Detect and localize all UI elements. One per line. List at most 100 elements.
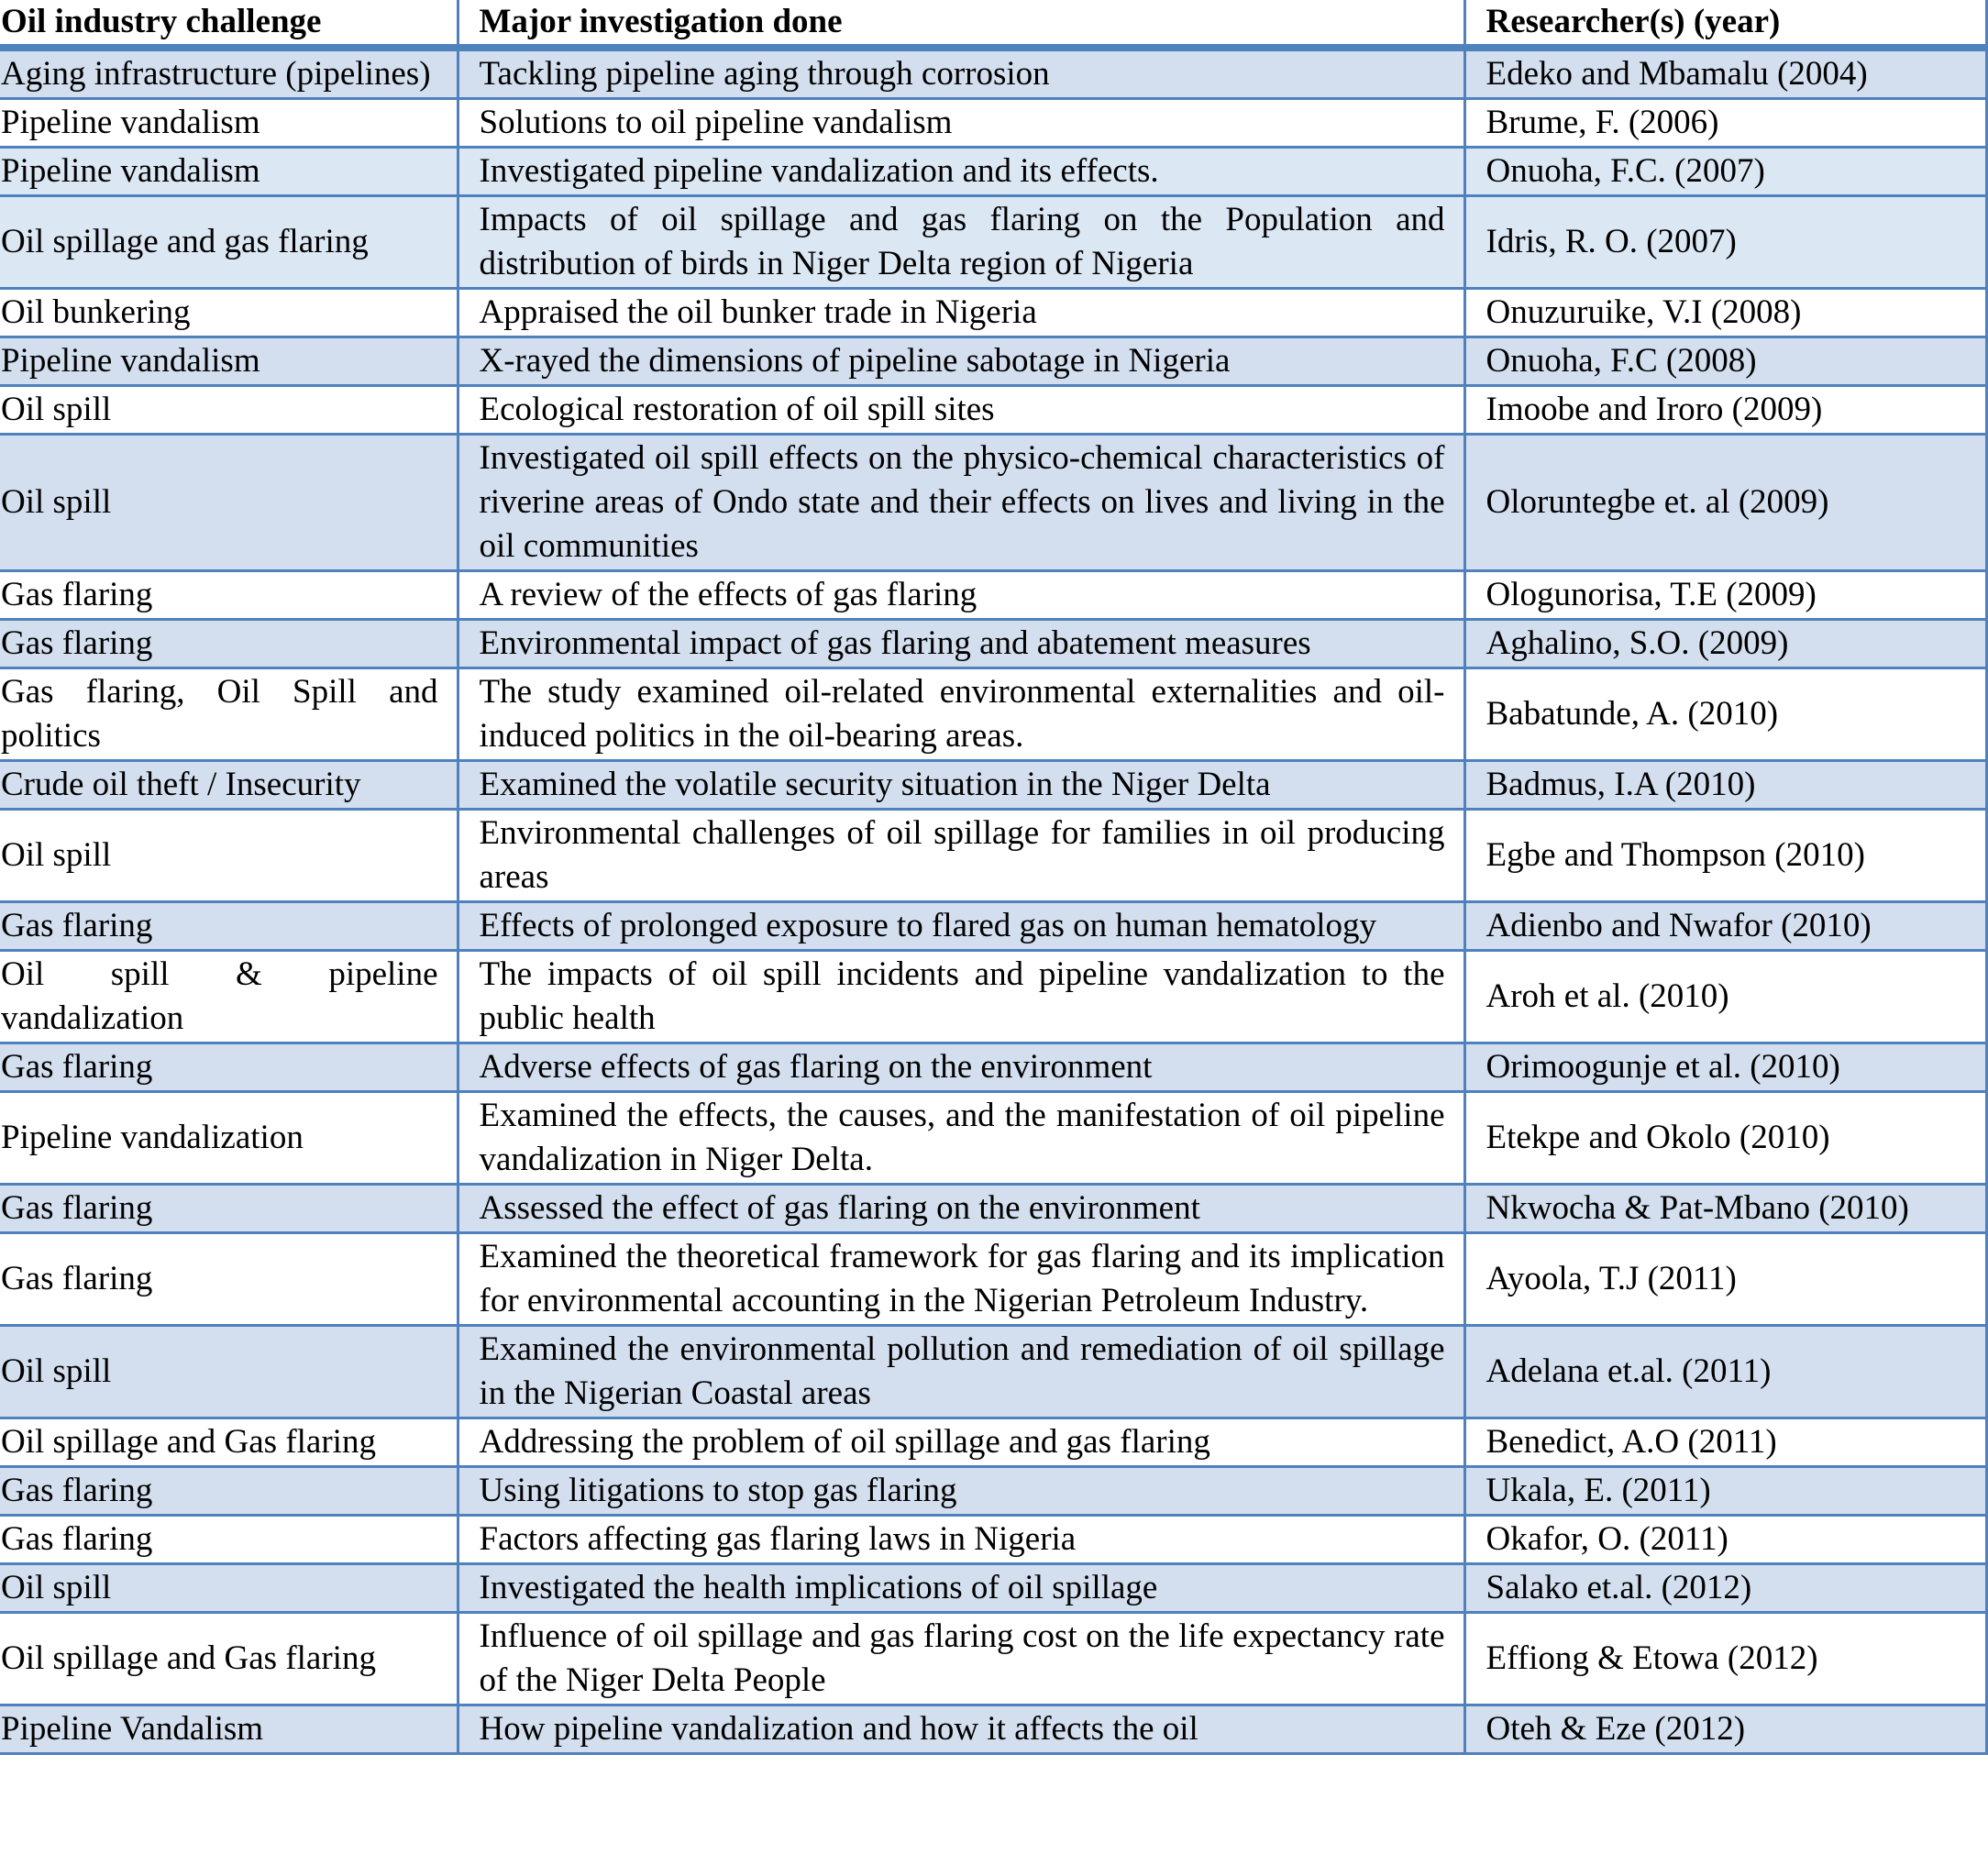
header-challenge: Oil industry challenge (0, 0, 459, 51)
challenge-cell: Gas flaring (0, 1183, 459, 1234)
challenge-cell: Oil spill (0, 808, 459, 903)
research-table: Oil industry challenge Major investigati… (0, 0, 1988, 1755)
researcher-cell: Adienbo and Nwafor (2010) (1463, 900, 1988, 952)
researcher-cell: Salako et.al. (2012) (1463, 1562, 1988, 1614)
table-row: Oil spill & pipeline vandalization The im… (0, 949, 1988, 1044)
researcher-cell: Oteh & Eze (2012) (1463, 1704, 1988, 1755)
table-row: Gas flaring Factors affecting gas flaring… (0, 1514, 1988, 1565)
investigation-cell: Investigated oil spill effects on the ph… (456, 433, 1466, 572)
challenge-cell: Oil spill & pipeline vandalization (0, 949, 459, 1044)
investigation-cell: Environmental impact of gas flaring and … (456, 618, 1466, 669)
challenge-cell: Pipeline vandalism (0, 336, 459, 387)
investigation-cell: The impacts of oil spill incidents and p… (456, 949, 1466, 1044)
challenge-cell: Oil bunkering (0, 287, 459, 338)
researcher-cell: Onuoha, F.C. (2007) (1463, 146, 1988, 197)
researcher-cell: Idris, R. O. (2007) (1463, 194, 1988, 290)
challenge-cell: Gas flaring (0, 618, 459, 669)
investigation-cell: The study examined oil-related environme… (456, 667, 1466, 762)
challenge-cell: Gas flaring (0, 1514, 459, 1565)
researcher-cell: Oloruntegbe et. al (2009) (1463, 433, 1988, 572)
challenge-cell: Gas flaring (0, 900, 459, 952)
table-row: Gas flaring Environmental impact of gas f… (0, 618, 1988, 669)
investigation-cell: Investigated pipeline vandalization and … (456, 146, 1466, 197)
researcher-cell: Edeko and Mbamalu (2004) (1463, 46, 1988, 100)
researcher-cell: Aghalino, S.O. (2009) (1463, 618, 1988, 669)
researcher-cell: Benedict, A.O (2011) (1463, 1417, 1988, 1468)
investigation-cell: Appraised the oil bunker trade in Nigeri… (456, 287, 1466, 338)
researcher-cell: Babatunde, A. (2010) (1463, 667, 1988, 762)
researcher-cell: Ayoola, T.J (2011) (1463, 1231, 1988, 1327)
investigation-cell: Examined the volatile security situation… (456, 759, 1466, 811)
challenge-cell: Oil spill (0, 1324, 459, 1419)
table-row: Gas flaring Assessed the effect of gas fl… (0, 1183, 1988, 1234)
investigation-cell: Factors affecting gas flaring laws in Ni… (456, 1514, 1466, 1565)
investigation-cell: A review of the effects of gas flaring (456, 569, 1466, 621)
challenge-cell: Oil spillage and gas flaring (0, 194, 459, 290)
challenge-cell: Pipeline vandalism (0, 97, 459, 149)
researcher-cell: Okafor, O. (2011) (1463, 1514, 1988, 1565)
table-row: Oil spillage and Gas flaring Addressing t… (0, 1417, 1988, 1468)
table-row: Oil spill Examined the environmental poll… (0, 1324, 1988, 1419)
challenge-cell: Pipeline Vandalism (0, 1704, 459, 1755)
header-investigation: Major investigation done (456, 0, 1466, 51)
researcher-cell: Adelana et.al. (2011) (1463, 1324, 1988, 1419)
challenge-cell: Pipeline vandalism (0, 146, 459, 197)
challenge-cell: Gas flaring, Oil Spill and politics (0, 667, 459, 762)
investigation-cell: Examined the effects, the causes, and th… (456, 1090, 1466, 1186)
table-row: Gas flaring Effects of prolonged exposure… (0, 900, 1988, 952)
table-row: Gas flaring, Oil Spill and politics The s… (0, 667, 1988, 762)
table-row: Pipeline vandalization Examined the effec… (0, 1090, 1988, 1186)
table-row: Pipeline vandalism Solutions to oil pipel… (0, 97, 1988, 149)
table-row: Crude oil theft / Insecurity Examined the… (0, 759, 1988, 811)
challenge-cell: Oil spill (0, 384, 459, 436)
researcher-cell: Etekpe and Okolo (2010) (1463, 1090, 1988, 1186)
challenge-cell: Oil spill (0, 1562, 459, 1614)
investigation-cell: How pipeline vandalization and how it af… (456, 1704, 1466, 1755)
investigation-cell: Examined the theoretical framework for g… (456, 1231, 1466, 1327)
challenge-cell: Gas flaring (0, 569, 459, 621)
investigation-cell: Environmental challenges of oil spillage… (456, 808, 1466, 903)
table-row: Oil bunkering Appraised the oil bunker tr… (0, 287, 1988, 338)
challenge-cell: Gas flaring (0, 1465, 459, 1517)
researcher-cell: Egbe and Thompson (2010) (1463, 808, 1988, 903)
researcher-cell: Effiong & Etowa (2012) (1463, 1611, 1988, 1706)
challenge-cell: Gas flaring (0, 1042, 459, 1093)
challenge-cell: Oil spill (0, 433, 459, 572)
header-row: Oil industry challenge Major investigati… (0, 0, 1988, 51)
investigation-cell: Assessed the effect of gas flaring on th… (456, 1183, 1466, 1234)
table-row: Pipeline Vandalism How pipeline vandaliza… (0, 1704, 1988, 1755)
table-row: Oil spill Ecological restoration of oil s… (0, 384, 1988, 436)
challenge-cell: Oil spillage and Gas flaring (0, 1417, 459, 1468)
investigation-cell: Adverse effects of gas flaring on the en… (456, 1042, 1466, 1093)
researcher-cell: Orimoogunje et al. (2010) (1463, 1042, 1988, 1093)
table-body: Aging infrastructure (pipelines) Tackling… (0, 46, 1988, 1755)
challenge-cell: Oil spillage and Gas flaring (0, 1611, 459, 1706)
researcher-cell: Onuoha, F.C (2008) (1463, 336, 1988, 387)
investigation-cell: Influence of oil spillage and gas flarin… (456, 1611, 1466, 1706)
researcher-cell: Imoobe and Iroro (2009) (1463, 384, 1988, 436)
investigation-cell: Examined the environmental pollution and… (456, 1324, 1466, 1419)
investigation-cell: Solutions to oil pipeline vandalism (456, 97, 1466, 149)
header-researcher: Researcher(s) (year) (1463, 0, 1988, 51)
table-row: Oil spillage and gas flaring Impacts of o… (0, 194, 1988, 290)
table-row: Gas flaring A review of the effects of ga… (0, 569, 1988, 621)
table-row: Pipeline vandalism X-rayed the dimensions… (0, 336, 1988, 387)
investigation-cell: Addressing the problem of oil spillage a… (456, 1417, 1466, 1468)
challenge-cell: Pipeline vandalization (0, 1090, 459, 1186)
table-row: Oil spillage and Gas flaring Influence of… (0, 1611, 1988, 1706)
investigation-cell: X-rayed the dimensions of pipeline sabot… (456, 336, 1466, 387)
researcher-cell: Brume, F. (2006) (1463, 97, 1988, 149)
table-row: Oil spill Environmental challenges of oil… (0, 808, 1988, 903)
researcher-cell: Aroh et al. (2010) (1463, 949, 1988, 1044)
table-row: Aging infrastructure (pipelines) Tackling… (0, 46, 1988, 100)
investigation-cell: Ecological restoration of oil spill site… (456, 384, 1466, 436)
table-row: Gas flaring Adverse effects of gas flarin… (0, 1042, 1988, 1093)
researcher-cell: Onuzuruike, V.I (2008) (1463, 287, 1988, 338)
researcher-cell: Ologunorisa, T.E (2009) (1463, 569, 1988, 621)
table-row: Oil spill Investigated the health implica… (0, 1562, 1988, 1614)
investigation-cell: Using litigations to stop gas flaring (456, 1465, 1466, 1517)
investigation-cell: Investigated the health implications of … (456, 1562, 1466, 1614)
challenge-cell: Aging infrastructure (pipelines) (0, 46, 459, 100)
investigation-cell: Effects of prolonged exposure to flared … (456, 900, 1466, 952)
table-row: Oil spill Investigated oil spill effects … (0, 433, 1988, 572)
